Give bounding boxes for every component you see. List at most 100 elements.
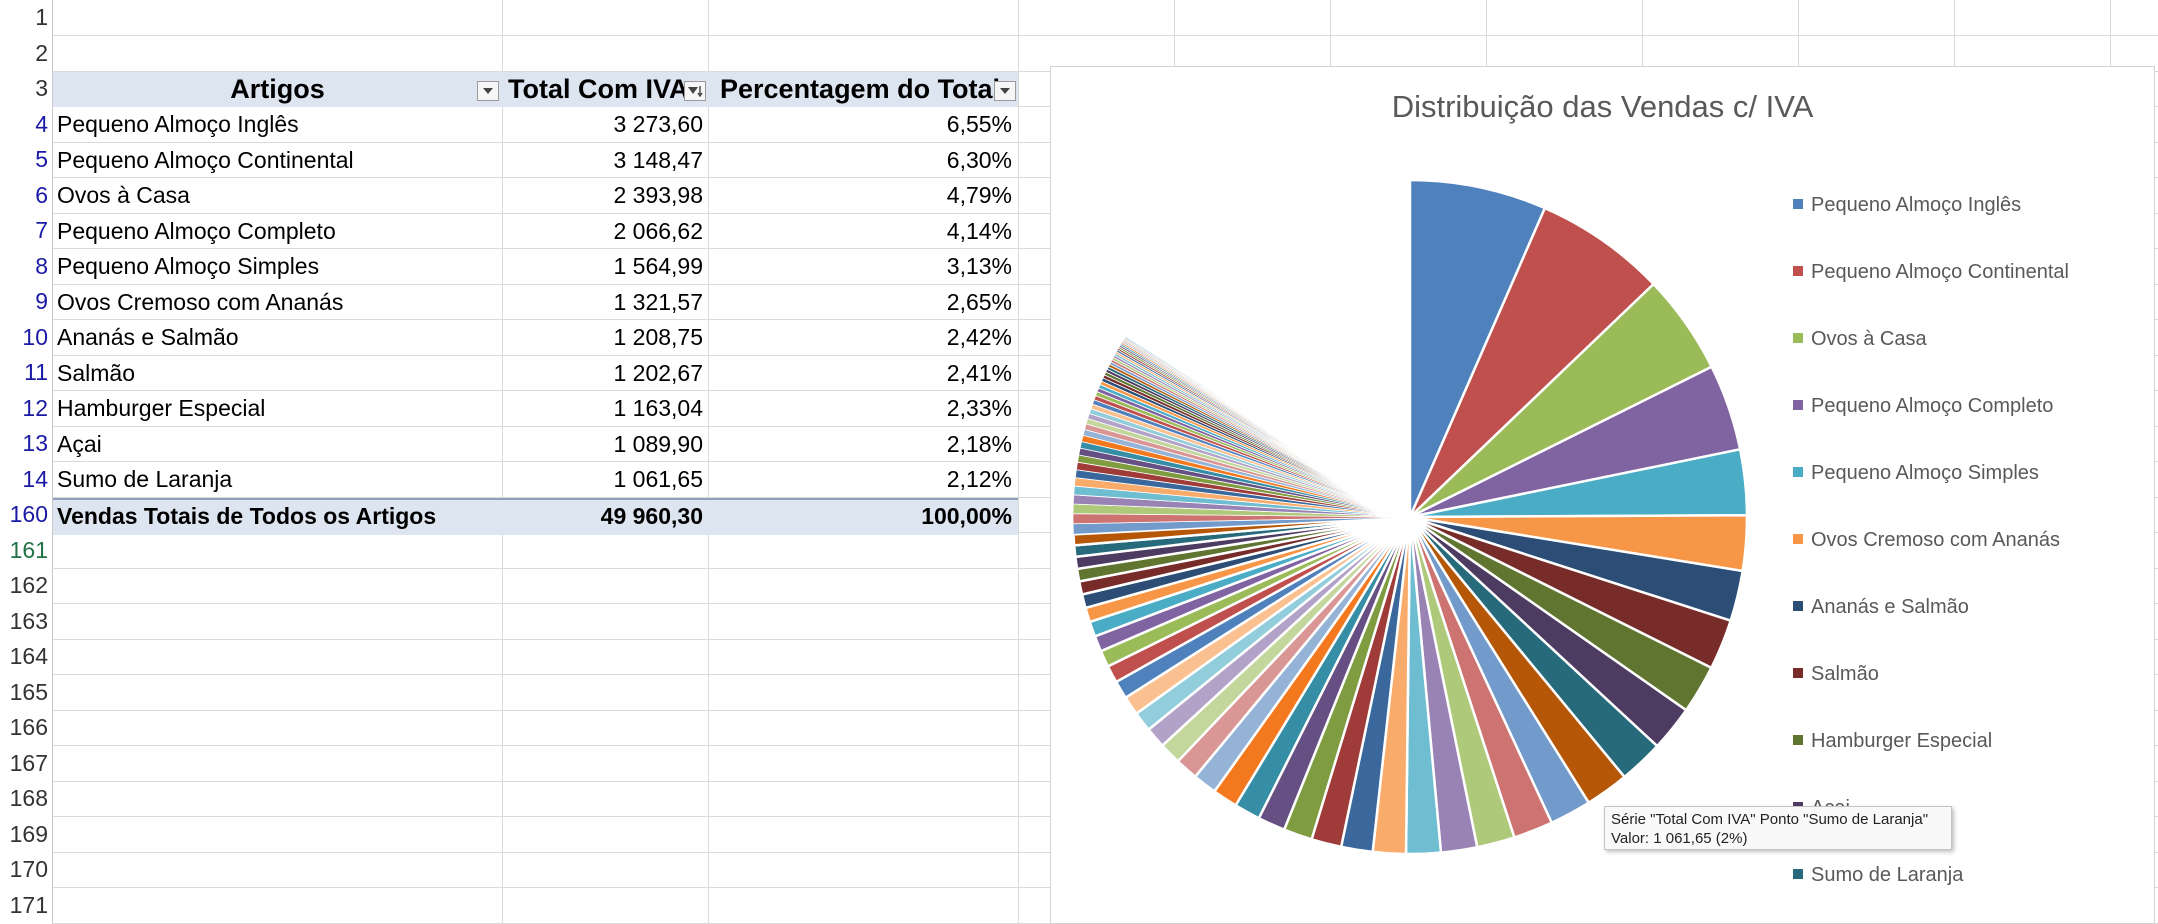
cell-artigo[interactable]: Ananás e Salmão bbox=[57, 324, 239, 350]
legend-swatch bbox=[1793, 600, 1803, 611]
total-row bbox=[53, 498, 1018, 535]
cell-total[interactable]: 1 321,57 bbox=[613, 288, 703, 315]
legend-item[interactable]: Hamburger Especial bbox=[1793, 727, 1992, 755]
row-number[interactable]: 2 bbox=[35, 39, 48, 66]
cell-artigo[interactable]: Açai bbox=[57, 430, 102, 457]
row-number[interactable]: 7 bbox=[35, 217, 48, 243]
cell-percent[interactable]: 4,14% bbox=[946, 217, 1012, 244]
cell-percent[interactable]: 2,65% bbox=[946, 288, 1012, 315]
row-number[interactable]: 164 bbox=[9, 643, 48, 669]
row-number[interactable]: 160 bbox=[9, 501, 48, 527]
cell-percent[interactable]: 2,41% bbox=[946, 359, 1012, 386]
cell-total[interactable]: 1 208,75 bbox=[613, 324, 703, 350]
legend-item[interactable]: Ovos Cremoso com Ananás bbox=[1793, 526, 2060, 554]
legend-item[interactable]: Salmão bbox=[1793, 660, 1879, 688]
legend-swatch bbox=[1793, 868, 1803, 879]
row-number[interactable]: 167 bbox=[9, 749, 48, 776]
tooltip-value-line: Valor: 1 061,65 (2%) bbox=[1611, 830, 1748, 847]
row-number[interactable]: 169 bbox=[9, 820, 48, 847]
cell-percent[interactable]: 2,18% bbox=[946, 430, 1012, 457]
row-number[interactable]: 11 bbox=[24, 359, 48, 385]
filter-dropdown-icon[interactable] bbox=[477, 81, 499, 101]
row-number[interactable]: 5 bbox=[35, 146, 48, 172]
row-number[interactable]: 168 bbox=[9, 785, 48, 811]
legend-label: Ovos à Casa bbox=[1811, 328, 1927, 350]
row-number[interactable]: 4 bbox=[35, 110, 48, 137]
cell-artigo[interactable]: Pequeno Almoço Continental bbox=[57, 146, 354, 173]
cell-total[interactable]: 1 564,99 bbox=[613, 253, 703, 279]
cell-percent[interactable]: 3,13% bbox=[946, 253, 1012, 279]
legend-item[interactable]: Pequeno Almoço Continental bbox=[1793, 258, 2069, 286]
cell-artigo[interactable]: Sumo de Laranja bbox=[57, 466, 233, 492]
cell-artigo[interactable]: Pequeno Almoço Completo bbox=[57, 217, 336, 244]
legend-label: Ovos Cremoso com Ananás bbox=[1811, 529, 2060, 551]
grid-line bbox=[708, 0, 709, 924]
legend-item[interactable]: Sumo de Laranja bbox=[1793, 861, 1963, 889]
cell-total[interactable]: 2 066,62 bbox=[613, 217, 703, 244]
row-number[interactable]: 14 bbox=[22, 465, 48, 492]
chart-tooltip: Série "Total Com IVA" Ponto "Sumo de Lar… bbox=[1604, 806, 1952, 850]
table-header-row bbox=[53, 72, 1018, 107]
row-number[interactable]: 163 bbox=[9, 607, 48, 634]
pie-chart[interactable]: Distribuição das Vendas c/ IVA Pequeno A… bbox=[1050, 66, 2155, 924]
cell-total[interactable]: 1 163,04 bbox=[613, 395, 703, 421]
cell-total[interactable]: 3 148,47 bbox=[613, 146, 703, 173]
cell-percent[interactable]: 2,33% bbox=[946, 395, 1012, 421]
legend-label: Ananás e Salmão bbox=[1811, 596, 1969, 618]
total-value[interactable]: 49 960,30 bbox=[600, 503, 703, 529]
row-number[interactable]: 161 bbox=[9, 536, 48, 563]
cell-percent[interactable]: 4,79% bbox=[946, 182, 1012, 208]
total-label[interactable]: Vendas Totais de Todos os Artigos bbox=[57, 503, 437, 529]
row-number[interactable]: 171 bbox=[9, 891, 48, 918]
cell-artigo[interactable]: Hamburger Especial bbox=[57, 395, 266, 421]
row-number[interactable]: 13 bbox=[22, 430, 48, 456]
row-number[interactable]: 162 bbox=[9, 572, 48, 598]
selected-row-161[interactable] bbox=[52, 534, 502, 569]
row-number[interactable]: 170 bbox=[9, 856, 48, 882]
legend-swatch bbox=[1793, 265, 1803, 276]
row-number[interactable]: 6 bbox=[35, 181, 48, 208]
cell-total[interactable]: 1 089,90 bbox=[613, 430, 703, 457]
grid-line bbox=[1018, 0, 1019, 924]
row-number[interactable]: 10 bbox=[22, 323, 48, 350]
total-percent[interactable]: 100,00% bbox=[921, 503, 1012, 529]
cell-artigo[interactable]: Ovos Cremoso com Ananás bbox=[57, 288, 344, 315]
cell-artigo[interactable]: Ovos à Casa bbox=[57, 182, 190, 208]
row-number[interactable]: 165 bbox=[9, 678, 48, 705]
cell-percent[interactable]: 2,12% bbox=[946, 466, 1012, 492]
cell-percent[interactable]: 6,30% bbox=[946, 146, 1012, 173]
row-number[interactable]: 9 bbox=[35, 288, 48, 314]
cell-total[interactable]: 3 273,60 bbox=[613, 111, 703, 137]
filter-dropdown-icon[interactable] bbox=[994, 81, 1016, 101]
legend-label: Hamburger Especial bbox=[1811, 730, 1993, 752]
cell-percent[interactable]: 6,55% bbox=[946, 111, 1012, 137]
pie-slice[interactable] bbox=[1408, 178, 1547, 518]
cell-artigo[interactable]: Pequeno Almoço Inglês bbox=[57, 111, 299, 137]
legend-item[interactable]: Ananás e Salmão bbox=[1793, 593, 1969, 621]
legend-item[interactable]: Pequeno Almoço Inglês bbox=[1793, 191, 2021, 219]
row-number[interactable]: 3 bbox=[35, 75, 48, 101]
row-number[interactable]: 1 bbox=[35, 4, 48, 30]
legend-label: Pequeno Almoço Simples bbox=[1811, 462, 2039, 484]
header-total-com-iva: Total Com IVA bbox=[508, 74, 689, 104]
pie-slice[interactable] bbox=[1408, 206, 1656, 518]
row-number[interactable]: 8 bbox=[35, 252, 48, 279]
tooltip-series-line: Série "Total Com IVA" Ponto "Sumo de Lar… bbox=[1611, 811, 1929, 828]
row-number[interactable]: 12 bbox=[22, 394, 48, 421]
sort-filter-icon[interactable] bbox=[684, 81, 706, 101]
cell-total[interactable]: 2 393,98 bbox=[613, 182, 703, 208]
pie-slice-other[interactable] bbox=[1124, 335, 1411, 518]
row-number[interactable]: 166 bbox=[9, 714, 48, 740]
cell-percent[interactable]: 2,42% bbox=[946, 324, 1012, 350]
pie-plot-area[interactable] bbox=[1051, 167, 1751, 907]
cell-total[interactable]: 1 202,67 bbox=[613, 359, 703, 386]
legend-swatch bbox=[1793, 399, 1803, 410]
legend-swatch bbox=[1793, 332, 1803, 343]
legend-item[interactable]: Pequeno Almoço Completo bbox=[1793, 392, 2053, 420]
cell-artigo[interactable]: Salmão bbox=[57, 359, 135, 386]
cell-total[interactable]: 1 061,65 bbox=[613, 466, 703, 492]
cell-artigo[interactable]: Pequeno Almoço Simples bbox=[57, 253, 320, 279]
legend-item[interactable]: Pequeno Almoço Simples bbox=[1793, 459, 2039, 487]
legend-item[interactable]: Ovos à Casa bbox=[1793, 325, 1927, 353]
